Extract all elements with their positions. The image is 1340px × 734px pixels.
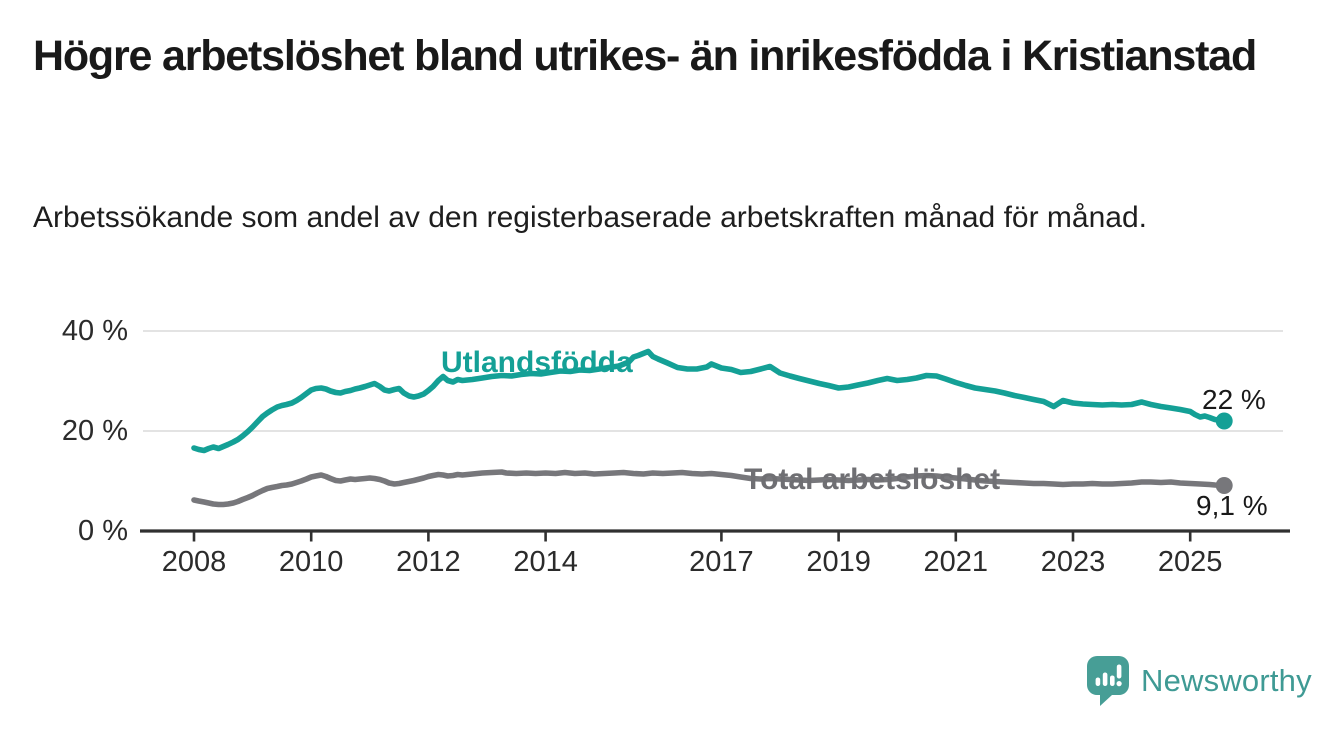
series-end-dot-total-arbetsl-shet — [1215, 477, 1233, 494]
series-label-utlandsfodda: Utlandsfödda — [441, 346, 633, 379]
series-end-dot-utlandsf-dda — [1215, 412, 1233, 430]
chart-title: Högre arbetslöshet bland utrikes- än inr… — [33, 32, 1257, 80]
newsworthy-logo-text: Newsworthy — [1141, 663, 1312, 698]
x-tick-label-2010: 2010 — [278, 546, 344, 578]
end-value-label-total: 9,1 % — [1196, 490, 1268, 521]
x-tick-label-2021: 2021 — [923, 546, 989, 578]
x-tick-label-2014: 2014 — [513, 546, 578, 578]
x-tick-label-2019: 2019 — [806, 546, 871, 578]
x-tick-label-2008: 2008 — [161, 546, 227, 578]
newsworthy-logo: Newsworthy — [1087, 656, 1312, 706]
end-value-label-utlandsfodda: 22 % — [1202, 384, 1266, 415]
y-tick-label-40: 40 % — [61, 315, 128, 347]
y-tick-label-20: 20 % — [61, 415, 128, 447]
chart-subtitle: Arbetssökande som andel av den registerb… — [33, 201, 1147, 234]
newsworthy-speech-bubble-bar-chart-icon — [1087, 656, 1129, 706]
series-line-total-arbetsl-shet — [191, 469, 1227, 508]
x-tick-label-2025: 2025 — [1157, 546, 1223, 578]
series-label-total-arbetsloshet: Total arbetslöshet — [744, 463, 1001, 496]
y-tick-label-0: 0 % — [78, 515, 128, 547]
x-tick-label-2017: 2017 — [689, 546, 754, 578]
x-tick-label-2012: 2012 — [396, 546, 461, 578]
x-tick-label-2023: 2023 — [1040, 546, 1106, 578]
series-line-utlandsf-dda — [191, 348, 1227, 454]
